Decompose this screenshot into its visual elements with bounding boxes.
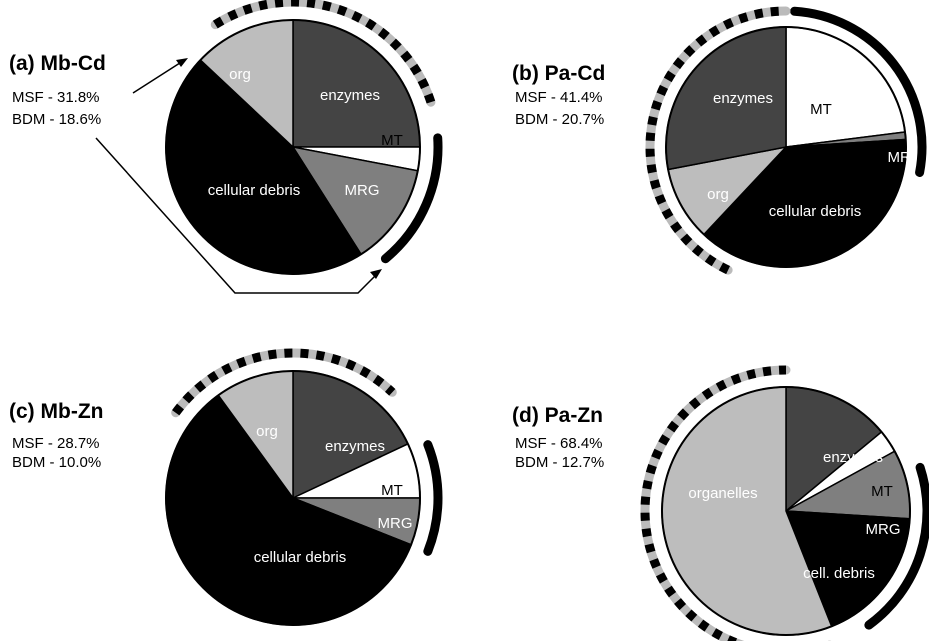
- pie-a-label-org: org: [229, 66, 251, 83]
- panel-d-bdm: BDM - 12.7%: [515, 454, 605, 471]
- pie-a-outline: [165, 19, 421, 275]
- panel-b-msf: MSF - 41.4%: [515, 89, 603, 106]
- pie-b-label-mrg: MRG: [888, 149, 923, 166]
- msf-arrow-head: [176, 58, 188, 67]
- pie-b-outer-arc-dashed: [645, 6, 791, 275]
- panel-c-title: (c) Mb-Zn: [9, 400, 104, 423]
- pie-d-outline: [661, 386, 911, 636]
- pie-d-label-cell-debris: cell. debris: [803, 565, 875, 582]
- pie-c-label-enzymes: enzymes: [325, 438, 385, 455]
- bdm-arrow-head: [370, 269, 382, 279]
- pie-a-outer-arc-solid: [380, 133, 443, 264]
- pie-c-label-cellular-debris: cellular debris: [254, 549, 347, 566]
- pie-d-label-mrg: MRG: [866, 521, 901, 538]
- pie-b-label-mt: MT: [810, 101, 832, 118]
- panel-d-title: (d) Pa-Zn: [512, 404, 603, 427]
- pie-b: MT MRG cellular debris org enzymes: [645, 6, 927, 275]
- pie-a-label-enzymes: enzymes: [320, 87, 380, 104]
- pie-b-outline: [665, 26, 907, 268]
- pie-d-outer-arc-dashed: [640, 365, 832, 641]
- pie-d: enzymes MT MRG cell. debris organelles: [640, 365, 929, 641]
- annotation-arrows: [95, 60, 379, 294]
- panel-a-msf: MSF - 31.8%: [12, 89, 100, 106]
- pie-b-label-enzymes: enzymes: [713, 90, 773, 107]
- panel-b-title: (b) Pa-Cd: [512, 62, 606, 85]
- pie-c-label-org: org: [256, 423, 278, 440]
- pie-d-outer-arc-solid: [864, 462, 929, 630]
- panel-a-title: (a) Mb-Cd: [9, 52, 106, 75]
- panel-b-bdm: BDM - 20.7%: [515, 111, 605, 128]
- pie-c-label-mt: MT: [381, 482, 403, 499]
- pie-b-outer-arc-solid: [790, 6, 927, 177]
- pie-d-label-enzymes: enzymes: [823, 449, 883, 466]
- panel-d-msf: MSF - 68.4%: [515, 435, 603, 452]
- msf-arrow-line: [132, 60, 184, 94]
- pie-a: enzymes MT MRG cellular debris org: [165, 0, 443, 275]
- pie-a-label-mrg: MRG: [345, 182, 380, 199]
- pie-a-slice-enzymes: [292, 19, 421, 148]
- pie-d-label-mt: MT: [871, 483, 893, 500]
- pie-b-label-org: org: [707, 186, 729, 203]
- panel-a-bdm: BDM - 18.6%: [12, 111, 102, 128]
- panel-c-msf: MSF - 28.7%: [12, 435, 100, 452]
- pie-c: enzymes MT MRG cellular debris org: [165, 348, 443, 626]
- pie-b-label-cellular-debris: cellular debris: [769, 203, 862, 220]
- pie-c-outline: [165, 370, 421, 626]
- pie-c-outer-arc-dashed: [171, 348, 397, 418]
- pie-a-outer-arc-dashed: [210, 0, 436, 107]
- pie-c-label-mrg: MRG: [378, 515, 413, 532]
- pie-a-label-cellular-debris: cellular debris: [208, 182, 301, 199]
- panel-c-bdm: BDM - 10.0%: [12, 454, 102, 471]
- pie-b-slice-mt: [785, 26, 906, 148]
- pie-d-label-organelles: organelles: [688, 485, 757, 502]
- bdm-arrow-line: [95, 137, 379, 294]
- pie-a-label-mt: MT: [381, 132, 403, 149]
- pie-c-outer-arc-solid: [423, 440, 443, 556]
